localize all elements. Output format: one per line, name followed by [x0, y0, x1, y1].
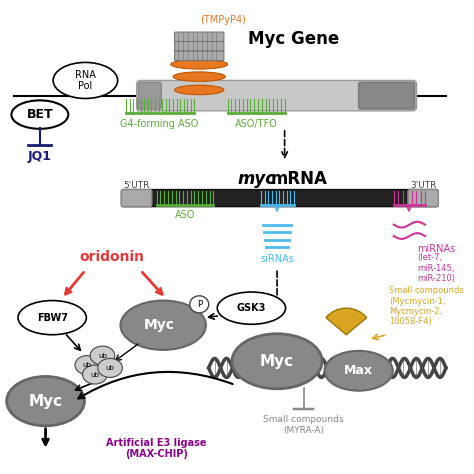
Text: Small compounds
(MYRA-A): Small compounds (MYRA-A)	[264, 415, 344, 435]
Ellipse shape	[11, 100, 68, 129]
Text: (let-7,
miR-145,
miR-210): (let-7, miR-145, miR-210)	[418, 254, 456, 283]
FancyBboxPatch shape	[359, 82, 415, 109]
Ellipse shape	[120, 301, 206, 350]
Text: mRNA: mRNA	[271, 170, 328, 188]
Text: P: P	[197, 300, 202, 309]
Text: Myc: Myc	[260, 354, 294, 369]
Text: Max: Max	[344, 364, 373, 377]
Wedge shape	[326, 308, 367, 335]
Text: FBW7: FBW7	[36, 313, 68, 323]
Ellipse shape	[174, 85, 224, 95]
Text: GSK3: GSK3	[237, 303, 266, 313]
Text: miRNAs: miRNAs	[418, 244, 456, 255]
Text: Myc: Myc	[28, 393, 63, 409]
Ellipse shape	[18, 301, 86, 335]
Ellipse shape	[171, 60, 228, 69]
Ellipse shape	[53, 63, 118, 99]
Ellipse shape	[98, 358, 122, 377]
Ellipse shape	[325, 351, 393, 391]
Ellipse shape	[82, 365, 107, 384]
Text: Small compounds
(Mycmycin-1,
Mycmycin-2,
10058-F4): Small compounds (Mycmycin-1, Mycmycin-2,…	[389, 286, 464, 327]
Text: ub: ub	[98, 353, 107, 359]
Text: Artificial E3 ligase
(MAX-CHIP): Artificial E3 ligase (MAX-CHIP)	[106, 438, 207, 459]
Ellipse shape	[232, 334, 322, 389]
Ellipse shape	[173, 72, 225, 82]
Text: 5'UTR: 5'UTR	[123, 181, 150, 190]
Text: G4-forming ASO: G4-forming ASO	[120, 119, 199, 129]
Ellipse shape	[75, 356, 100, 374]
Ellipse shape	[7, 376, 84, 426]
Text: ub: ub	[83, 362, 92, 368]
Text: ub: ub	[106, 365, 115, 371]
Text: (TMPyP4): (TMPyP4)	[200, 15, 246, 25]
Text: siRNAs: siRNAs	[260, 254, 294, 264]
FancyBboxPatch shape	[174, 32, 224, 42]
Ellipse shape	[190, 296, 209, 313]
Text: RNA
Pol: RNA Pol	[75, 70, 96, 91]
FancyBboxPatch shape	[138, 82, 161, 109]
FancyBboxPatch shape	[121, 190, 152, 207]
Ellipse shape	[217, 292, 285, 324]
Text: 3'UTR: 3'UTR	[410, 181, 437, 190]
Text: ASO: ASO	[175, 210, 195, 220]
Text: Myc: Myc	[144, 318, 175, 332]
FancyBboxPatch shape	[137, 81, 417, 111]
Text: oridonin: oridonin	[80, 250, 145, 264]
Text: ub: ub	[91, 372, 100, 378]
Text: myc: myc	[237, 170, 275, 188]
FancyBboxPatch shape	[121, 190, 438, 207]
FancyBboxPatch shape	[408, 190, 438, 207]
Text: JQ1: JQ1	[28, 150, 52, 163]
Text: ASO/TFO: ASO/TFO	[235, 119, 278, 129]
FancyBboxPatch shape	[174, 42, 224, 51]
Text: Myc Gene: Myc Gene	[248, 30, 340, 48]
Text: BET: BET	[27, 108, 53, 121]
FancyBboxPatch shape	[174, 51, 224, 61]
Ellipse shape	[90, 346, 115, 365]
